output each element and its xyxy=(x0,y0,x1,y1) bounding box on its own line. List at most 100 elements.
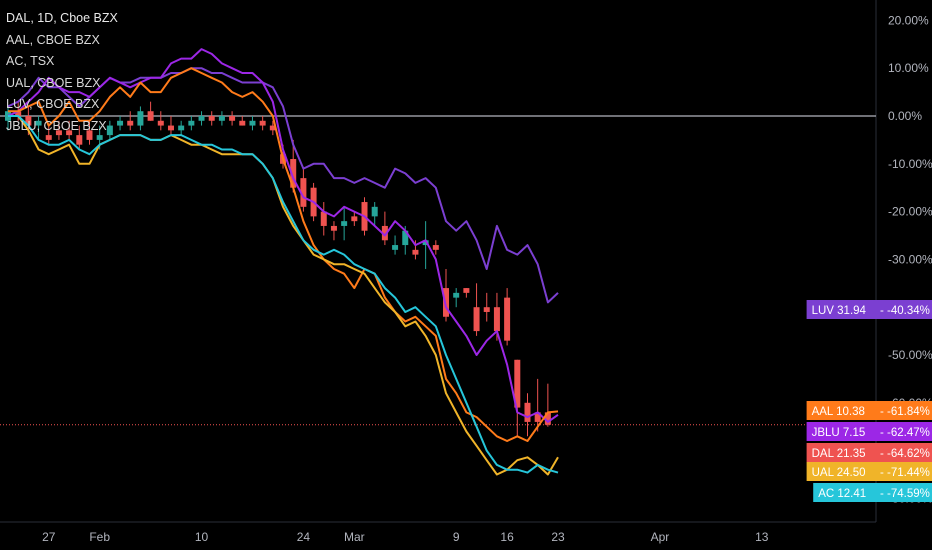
candle-4 xyxy=(45,125,52,145)
candle-8 xyxy=(86,120,93,145)
candle-body xyxy=(259,120,266,126)
candle-51 xyxy=(524,393,531,437)
candle-body xyxy=(229,116,236,121)
price-tag-pct-bg xyxy=(876,401,932,420)
candle-24 xyxy=(249,116,256,131)
legend-item-luv[interactable]: LUV, CBOE BZX xyxy=(6,97,100,111)
legend-item-jblu[interactable]: JBLU, CBOE BZX xyxy=(6,118,107,133)
price-tag-name: AC 12.41 xyxy=(818,488,866,500)
candle-7 xyxy=(76,125,83,150)
candle-body xyxy=(218,116,225,121)
candle-body xyxy=(167,125,174,131)
candle-38 xyxy=(392,235,399,255)
candle-body xyxy=(524,402,531,422)
price-tag-ual: UAL 24.50 - -71.44% xyxy=(806,462,932,481)
candle-26 xyxy=(269,120,276,136)
candle-body xyxy=(330,225,337,231)
series-line-jblu xyxy=(7,48,559,423)
candle-11 xyxy=(117,116,124,131)
candle-17 xyxy=(178,120,185,136)
x-tick-label: Feb xyxy=(89,530,110,544)
candle-body xyxy=(544,412,551,425)
candle-29 xyxy=(300,168,307,212)
candle-10 xyxy=(106,120,113,140)
price-tag-ac: AC 12.41 - -74.59% xyxy=(813,483,932,502)
price-tag-name-bg xyxy=(806,462,876,481)
candle-42 xyxy=(432,240,439,255)
candle-18 xyxy=(188,116,195,131)
price-tag-name: JBLU 7.15 xyxy=(812,427,866,439)
candle-21 xyxy=(218,111,225,126)
candle-31 xyxy=(320,202,327,236)
legend-item-ac[interactable]: AC, TSX xyxy=(6,54,55,68)
legend-item-dal[interactable]: DAL, 1D, Cboe BZX xyxy=(6,11,118,25)
candle-46 xyxy=(473,283,480,336)
candle-32 xyxy=(330,221,337,241)
price-tag-name-bg xyxy=(806,422,876,441)
price-tag-dal: DAL 21.35 - -64.62% xyxy=(806,443,932,462)
candle-52 xyxy=(534,378,541,432)
candle-body xyxy=(290,159,297,188)
candle-body xyxy=(483,307,490,312)
candle-14 xyxy=(147,101,154,121)
y-tick-label: 10.00% xyxy=(888,61,929,75)
price-tag-pct: - -74.59% xyxy=(880,488,930,500)
price-tag-jblu: JBLU 7.15 - -62.47% xyxy=(806,422,932,441)
candle-body xyxy=(137,111,144,126)
candle-28 xyxy=(290,139,297,193)
price-tag-name-bg xyxy=(806,401,876,420)
candle-body xyxy=(55,130,62,136)
candle-22 xyxy=(229,111,236,126)
candle-body xyxy=(371,206,378,217)
series-line-ac xyxy=(8,115,559,474)
price-tag-aal: AAL 10.38 - -61.84% xyxy=(806,401,932,420)
legend-item-aal[interactable]: AAL, CBOE BZX xyxy=(6,32,100,47)
price-tag-name-bg xyxy=(806,300,876,319)
price-tag-pct-bg xyxy=(876,462,932,481)
candle-body xyxy=(473,307,480,332)
price-tag-luv: LUV 31.94 - -40.34% xyxy=(806,300,932,319)
x-tick-label: 24 xyxy=(297,530,311,544)
candle-body xyxy=(15,111,22,116)
price-tag-pct-bg xyxy=(876,300,932,319)
candle-body xyxy=(351,216,358,222)
candle-body xyxy=(514,359,521,408)
candle-body xyxy=(249,120,256,126)
x-tick-label: 13 xyxy=(755,530,769,544)
candle-body xyxy=(504,297,511,341)
candle-body xyxy=(239,120,246,126)
candle-body xyxy=(198,116,205,121)
price-tag-name-bg xyxy=(806,443,876,462)
candle-body xyxy=(453,292,460,298)
x-tick-label: 10 xyxy=(195,530,209,544)
price-tag-pct: - -61.84% xyxy=(880,406,930,418)
candle-body xyxy=(157,120,164,126)
candle-body xyxy=(208,116,215,121)
y-tick-label: -50.00% xyxy=(888,348,932,362)
candle-41 xyxy=(422,221,429,269)
price-tag-name: UAL 24.50 xyxy=(812,467,866,479)
legend: DAL, 1D, Cboe BZX AAL, CBOE BZX AC, TSX … xyxy=(6,8,118,137)
candle-45 xyxy=(463,288,470,298)
candle-body xyxy=(76,135,83,145)
candle-body xyxy=(493,307,500,332)
candle-body xyxy=(300,178,307,207)
x-tick-label: 16 xyxy=(500,530,514,544)
legend-item-ual[interactable]: UAL, CBOE BZX xyxy=(6,75,101,90)
candle-body xyxy=(381,225,388,241)
candle-25 xyxy=(259,116,266,131)
candle-body xyxy=(25,116,32,126)
price-tag-pct: - -64.62% xyxy=(880,448,930,460)
candle-12 xyxy=(127,111,134,131)
candle-body xyxy=(392,245,399,250)
series-line-aal xyxy=(8,67,559,442)
y-tick-label: -30.00% xyxy=(888,252,932,266)
price-tag-name-bg xyxy=(813,483,876,502)
price-tag-name: AAL 10.38 xyxy=(812,406,865,418)
candle-body xyxy=(86,130,93,140)
candle-body xyxy=(66,130,73,136)
candle-body xyxy=(269,125,276,131)
y-tick-label: -20.00% xyxy=(888,205,932,219)
candle-33 xyxy=(341,206,348,241)
